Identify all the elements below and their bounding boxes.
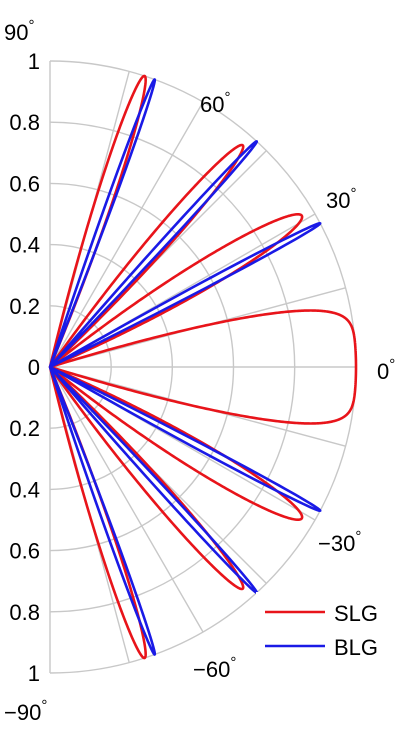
radial-tick-label: 0.8 bbox=[9, 600, 40, 625]
radial-tick-label: 0.8 bbox=[9, 110, 40, 135]
angle-tick-label: 0° bbox=[377, 356, 395, 384]
legend-label-slg: SLG bbox=[334, 601, 378, 626]
radial-tick-label: 1 bbox=[28, 49, 40, 74]
radial-tick-label: 0 bbox=[28, 355, 40, 380]
angle-tick-label: −60° bbox=[193, 654, 236, 682]
series-blg-line bbox=[48, 78, 322, 656]
radial-tick-label: 0.2 bbox=[9, 416, 40, 441]
radial-tick-labels: 1 0.8 0.6 0.4 0.2 0 0.2 0.4 0.6 0.8 1 bbox=[9, 49, 40, 686]
series-layer bbox=[48, 74, 358, 660]
angle-tick-label: 60° bbox=[200, 89, 230, 117]
radial-tick-label: 0.6 bbox=[9, 171, 40, 196]
radial-tick-label: 0.2 bbox=[9, 294, 40, 319]
angle-tick-label: −90° bbox=[4, 697, 47, 725]
angle-tick-label: 90° bbox=[4, 17, 34, 45]
polar-grid bbox=[49, 60, 357, 674]
radial-tick-label: 0.6 bbox=[9, 539, 40, 564]
legend-label-blg: BLG bbox=[334, 635, 378, 660]
radial-tick-label: 0.4 bbox=[9, 233, 40, 258]
grid-spoke bbox=[49, 101, 204, 368]
legend-box bbox=[256, 592, 390, 664]
angle-tick-label: −30° bbox=[318, 528, 361, 556]
grid-spoke bbox=[49, 366, 204, 633]
radial-tick-label: 0.4 bbox=[9, 477, 40, 502]
legend: SLG BLG bbox=[256, 592, 390, 664]
angle-tick-label: 30° bbox=[326, 185, 356, 213]
radial-tick-label: 1 bbox=[28, 661, 40, 686]
